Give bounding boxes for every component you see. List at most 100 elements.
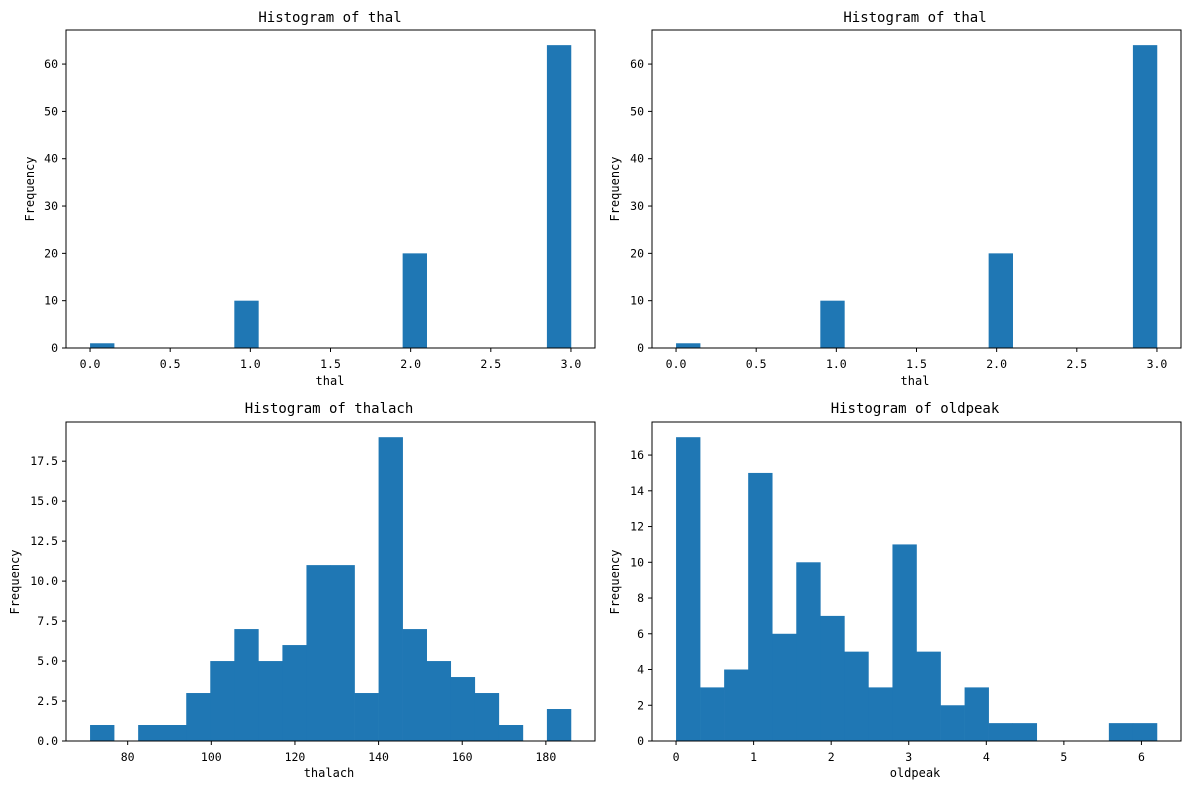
x-tick-label: 3 (905, 750, 912, 764)
y-tick-label: 20 (44, 246, 58, 260)
histogram-bar (474, 693, 500, 741)
plot-area: 0.0 0.5 1.0 1.5 2.0 2.5 3.0 0 10 20 30 40 50 60 (630, 29, 1182, 371)
y-tick-label: 12 (630, 520, 644, 534)
x-tick-label: 2.5 (480, 357, 501, 371)
histogram-bar (676, 343, 701, 348)
histogram-bar (676, 437, 701, 741)
chart-title: Histogram of oldpeak (831, 401, 1000, 417)
x-tick-label: 2.5 (1066, 357, 1087, 371)
chart-panel-thalach: Histogram of thalach 80 100 120 140 160 180 0.… (8, 401, 596, 780)
x-tick-label: 80 (121, 750, 135, 764)
y-tick-label: 50 (630, 104, 644, 118)
y-tick-label: 30 (44, 199, 58, 213)
x-tick-label: 5 (1060, 750, 1067, 764)
histogram-bar (354, 693, 379, 741)
x-tick-label: 180 (535, 750, 556, 764)
histogram-bar (90, 343, 115, 348)
x-axis-label: thalach (304, 766, 355, 780)
x-tick-label: 160 (452, 750, 473, 764)
axes-frame (651, 421, 1182, 742)
y-tick-label: 7.5 (37, 614, 58, 628)
y-tick-label: 60 (44, 57, 58, 71)
x-tick-label: 100 (201, 750, 222, 764)
y-tick-label: 0 (51, 341, 58, 355)
y-tick-label: 0 (637, 734, 644, 748)
x-tick-label: 6 (1138, 750, 1145, 764)
histogram-bar (546, 45, 572, 348)
y-tick-label: 4 (637, 663, 644, 677)
y-tick-label: 10.0 (30, 574, 58, 588)
x-tick-label: 140 (368, 750, 389, 764)
y-tick-label: 50 (44, 104, 58, 118)
plot-area: 0.0 0.5 1.0 1.5 2.0 2.5 3.0 0 10 20 30 40 50 60 (44, 29, 596, 371)
x-tick-label: 1.5 (906, 357, 927, 371)
y-tick-label: 20 (630, 246, 644, 260)
histogram-bar (700, 687, 725, 741)
y-tick-label: 2 (637, 698, 644, 712)
x-tick-label: 4 (983, 750, 990, 764)
x-tick-label: 3.0 (561, 357, 582, 371)
histogram-bar (402, 629, 427, 741)
y-tick-label: 15.0 (30, 494, 58, 508)
histogram-bar (258, 661, 283, 741)
histogram-bar (1012, 723, 1038, 741)
histogram-bar (892, 544, 917, 741)
histogram-bar (772, 633, 797, 741)
x-tick-label: 0.5 (160, 357, 181, 371)
histogram-bar (868, 687, 893, 741)
y-tick-label: 60 (630, 57, 644, 71)
x-axis-label: oldpeak (890, 766, 941, 780)
x-tick-label: 1 (750, 750, 757, 764)
chart-title: Histogram of thal (843, 10, 986, 26)
histogram-bar (426, 661, 452, 741)
histogram-bar (138, 725, 163, 741)
x-tick-label: 2 (828, 750, 835, 764)
histogram-bar (748, 472, 773, 741)
x-tick-label: 0.5 (746, 357, 767, 371)
y-tick-label: 10 (630, 555, 644, 569)
x-tick-label: 2.0 (400, 357, 421, 371)
histogram-bar (1108, 723, 1134, 741)
y-tick-label: 12.5 (30, 534, 58, 548)
histogram-bar (940, 705, 965, 741)
histogram-bar (282, 645, 307, 741)
chart-panel-thal-right: Histogram of thal 0.0 0.5 1.0 1.5 2.0 2.5 3.00… (608, 10, 1182, 388)
x-tick-label: 1.0 (826, 357, 847, 371)
y-axis-label: Frequency (23, 156, 37, 221)
histogram-bar (402, 253, 427, 348)
axes-frame (65, 29, 596, 349)
histogram-bar (1132, 45, 1158, 348)
histogram-bar (498, 725, 524, 741)
y-axis-label: Frequency (608, 156, 622, 221)
histogram-bar (916, 651, 941, 741)
y-tick-label: 0.0 (37, 734, 58, 748)
x-tick-label: 120 (285, 750, 306, 764)
x-tick-label: 0.0 (80, 357, 101, 371)
histogram-bar (546, 709, 572, 741)
histogram-bar (186, 693, 211, 741)
histogram-bar (210, 661, 235, 741)
y-tick-label: 8 (637, 591, 644, 605)
histogram-bar (988, 253, 1013, 348)
x-tick-label: 1.0 (240, 357, 261, 371)
y-tick-label: 40 (630, 152, 644, 166)
chart-title: Histogram of thal (258, 10, 401, 26)
y-tick-label: 14 (630, 484, 644, 498)
axes-frame (651, 29, 1182, 349)
y-tick-label: 2.5 (37, 694, 58, 708)
histogram-bar (330, 565, 355, 741)
x-axis-label: thal (316, 374, 345, 388)
x-tick-label: 1.5 (320, 357, 341, 371)
chart-panel-thal-left: Histogram of thal 0.0 0.5 1.0 1.5 2.0 2.5 3.0 0… (23, 10, 596, 388)
x-tick-label: 3.0 (1147, 357, 1168, 371)
y-tick-label: 0 (637, 341, 644, 355)
histogram-bar (820, 615, 845, 741)
y-tick-label: 17.5 (30, 454, 58, 468)
plot-area: 80 100 120 140 160 180 0.0 2.5 5.0 7.5 10.0 12.5 15.… (30, 421, 596, 764)
chart-title: Histogram of thalach (245, 401, 414, 417)
histogram-bar (306, 565, 331, 741)
x-axis-label: thal (901, 374, 930, 388)
y-tick-label: 16 (630, 448, 644, 462)
